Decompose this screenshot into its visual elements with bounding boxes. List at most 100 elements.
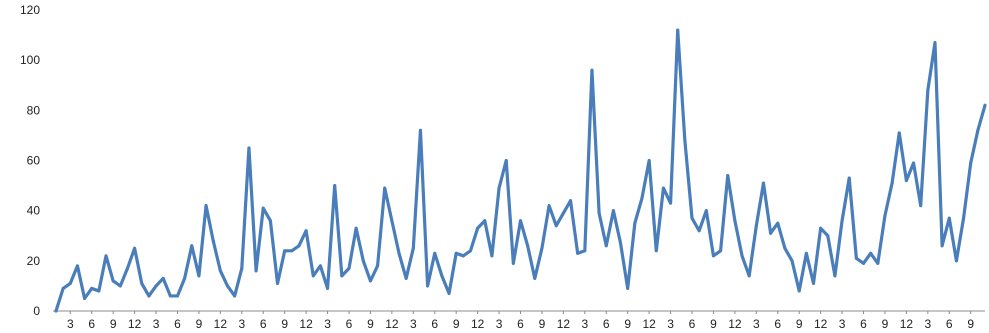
data-point (276, 281, 280, 285)
data-point (368, 279, 372, 283)
x-tick-label: 3 (839, 317, 846, 331)
x-tick-label: 9 (882, 317, 889, 331)
data-point (404, 276, 408, 280)
data-point (611, 209, 615, 213)
data-point (954, 259, 958, 263)
data-point (218, 269, 222, 273)
data-point (640, 196, 644, 200)
x-tick-label: 6 (517, 317, 524, 331)
data-point (154, 284, 158, 288)
data-point (111, 279, 115, 283)
x-tick-label: 9 (624, 317, 631, 331)
data-point (819, 226, 823, 230)
data-point (733, 219, 737, 223)
data-point (347, 266, 351, 270)
data-point (511, 261, 515, 265)
data-point (654, 249, 658, 253)
series-layer (54, 28, 987, 313)
x-tick-label: 12 (385, 317, 399, 331)
x-tick-label: 6 (174, 317, 181, 331)
data-point (54, 309, 58, 313)
data-point (683, 138, 687, 142)
data-point (897, 131, 901, 135)
y-tick-label: 100 (20, 53, 40, 67)
y-tick-label: 20 (27, 254, 41, 268)
data-point (547, 204, 551, 208)
data-point (783, 246, 787, 250)
x-tick-label: 3 (238, 317, 245, 331)
data-point (468, 249, 472, 253)
x-tick-label: 12 (557, 317, 571, 331)
y-tick-label: 120 (20, 3, 40, 17)
data-point (490, 254, 494, 258)
data-point (940, 244, 944, 248)
x-tick-label: 3 (324, 317, 331, 331)
x-tick-label: 12 (642, 317, 656, 331)
data-point (590, 68, 594, 72)
data-point (461, 254, 465, 258)
x-tick-label: 9 (710, 317, 717, 331)
data-point (826, 234, 830, 238)
data-point (190, 244, 194, 248)
x-tick-label: 6 (603, 317, 610, 331)
data-point (454, 251, 458, 255)
data-point (168, 294, 172, 298)
data-point (211, 239, 215, 243)
data-point (283, 249, 287, 253)
data-point (433, 251, 437, 255)
x-tick-label: 12 (128, 317, 142, 331)
data-point (969, 161, 973, 165)
data-point (318, 264, 322, 268)
data-point (719, 249, 723, 253)
data-point (633, 221, 637, 225)
data-point (697, 229, 701, 233)
data-point (583, 249, 587, 253)
data-point (947, 216, 951, 220)
x-tick-label: 6 (88, 317, 95, 331)
data-point (754, 224, 758, 228)
data-point (962, 216, 966, 220)
x-tick-label: 3 (410, 317, 417, 331)
data-point (976, 128, 980, 132)
data-point (133, 246, 137, 250)
data-point (604, 244, 608, 248)
data-point (797, 289, 801, 293)
data-point (247, 146, 251, 150)
data-point (533, 276, 537, 280)
x-tick-label: 6 (860, 317, 867, 331)
data-point (647, 159, 651, 162)
data-point (447, 291, 451, 295)
data-point (290, 249, 294, 253)
data-point (483, 219, 487, 223)
data-point (869, 251, 873, 255)
data-point (183, 276, 187, 280)
x-tick-label: 3 (67, 317, 74, 331)
data-point (261, 206, 265, 210)
x-tick-label: 9 (453, 317, 460, 331)
data-point (333, 184, 337, 188)
x-tick-label: 6 (774, 317, 781, 331)
data-point (540, 246, 544, 250)
data-point (804, 251, 808, 255)
data-point (61, 286, 65, 290)
data-point (847, 176, 851, 180)
y-tick-label: 60 (27, 154, 41, 168)
data-point (626, 286, 630, 290)
x-tick-label: 6 (946, 317, 953, 331)
data-point (726, 174, 730, 178)
x-tick-label: 12 (299, 317, 313, 331)
data-point (876, 261, 880, 265)
x-tick-label: 3 (581, 317, 588, 331)
data-point (204, 204, 208, 208)
x-axis-ticks: 3 6 9 12 3 6 9 12 3 6 9 12 3 6 9 12 3 6 9 12 3 6 9 12 3 6 9 12 3 6 9 12… (67, 311, 974, 331)
data-point (669, 201, 673, 205)
x-tick-label: 3 (153, 317, 160, 331)
x-tick-label: 3 (753, 317, 760, 331)
y-tick-label: 80 (27, 103, 41, 117)
data-point (240, 266, 244, 270)
data-point (397, 251, 401, 255)
data-point (904, 179, 908, 183)
x-tick-label: 12 (814, 317, 828, 331)
x-tick-label: 6 (689, 317, 696, 331)
